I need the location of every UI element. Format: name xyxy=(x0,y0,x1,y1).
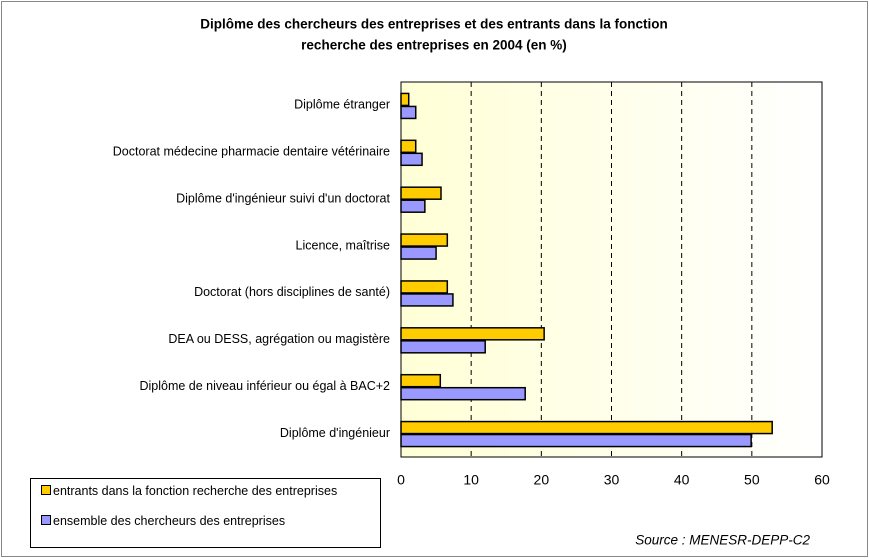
bar xyxy=(400,373,442,388)
legend-item: entrants dans la fonction recherche des … xyxy=(41,485,361,498)
bar xyxy=(400,246,437,260)
y-tick-label: Diplôme d'ingénieur suivi d'un doctorat xyxy=(176,191,390,205)
legend-label: ensemble des chercheurs des entreprises xyxy=(53,514,286,528)
bar xyxy=(400,293,454,307)
bar xyxy=(400,186,442,200)
bar xyxy=(400,233,449,247)
bar xyxy=(400,199,426,213)
legend-swatch xyxy=(41,515,51,525)
bar xyxy=(400,340,486,354)
y-tick-label: Doctorat médecine pharmacie dentaire vét… xyxy=(113,145,390,159)
bar xyxy=(400,105,417,120)
x-tick-label: 50 xyxy=(744,472,760,488)
bar xyxy=(400,139,417,154)
x-tick-label: 30 xyxy=(604,472,620,488)
bar xyxy=(400,92,410,107)
y-tick-label: Licence, maîtrise xyxy=(296,238,391,252)
chart-title: Diplôme des chercheurs des entreprises e… xyxy=(200,17,667,32)
y-tick-label: Diplôme de niveau inférieur ou égal à BA… xyxy=(139,379,390,393)
x-tick-label: 40 xyxy=(674,472,690,488)
x-tick-label: 20 xyxy=(534,472,550,488)
bar xyxy=(400,386,526,401)
bar xyxy=(400,152,423,167)
source: Source : MENESR-DEPP-C2 xyxy=(635,533,810,548)
y-tick-label: DEA ou DESS, agrégation ou magistère xyxy=(168,332,390,346)
legend-item: ensemble des chercheurs des entreprises xyxy=(41,515,361,528)
y-tick-label: Doctorat (hors disciplines de santé) xyxy=(194,285,390,299)
x-tick-label: 10 xyxy=(463,472,479,488)
x-tick-label: 0 xyxy=(397,472,405,488)
bar xyxy=(400,420,773,435)
legend: entrants dans la fonction recherche des … xyxy=(30,478,381,548)
bar xyxy=(400,433,752,448)
legend-swatch xyxy=(41,485,51,495)
chart-title: recherche des entreprises en 2004 (en %) xyxy=(301,38,567,53)
bar xyxy=(400,327,545,341)
y-tick-label: Diplôme étranger xyxy=(294,98,390,112)
y-tick-label: Diplôme d'ingénieur xyxy=(280,426,390,440)
bar xyxy=(400,280,449,294)
x-tick-label: 60 xyxy=(814,472,830,488)
legend-label: entrants dans la fonction recherche des … xyxy=(53,484,338,498)
